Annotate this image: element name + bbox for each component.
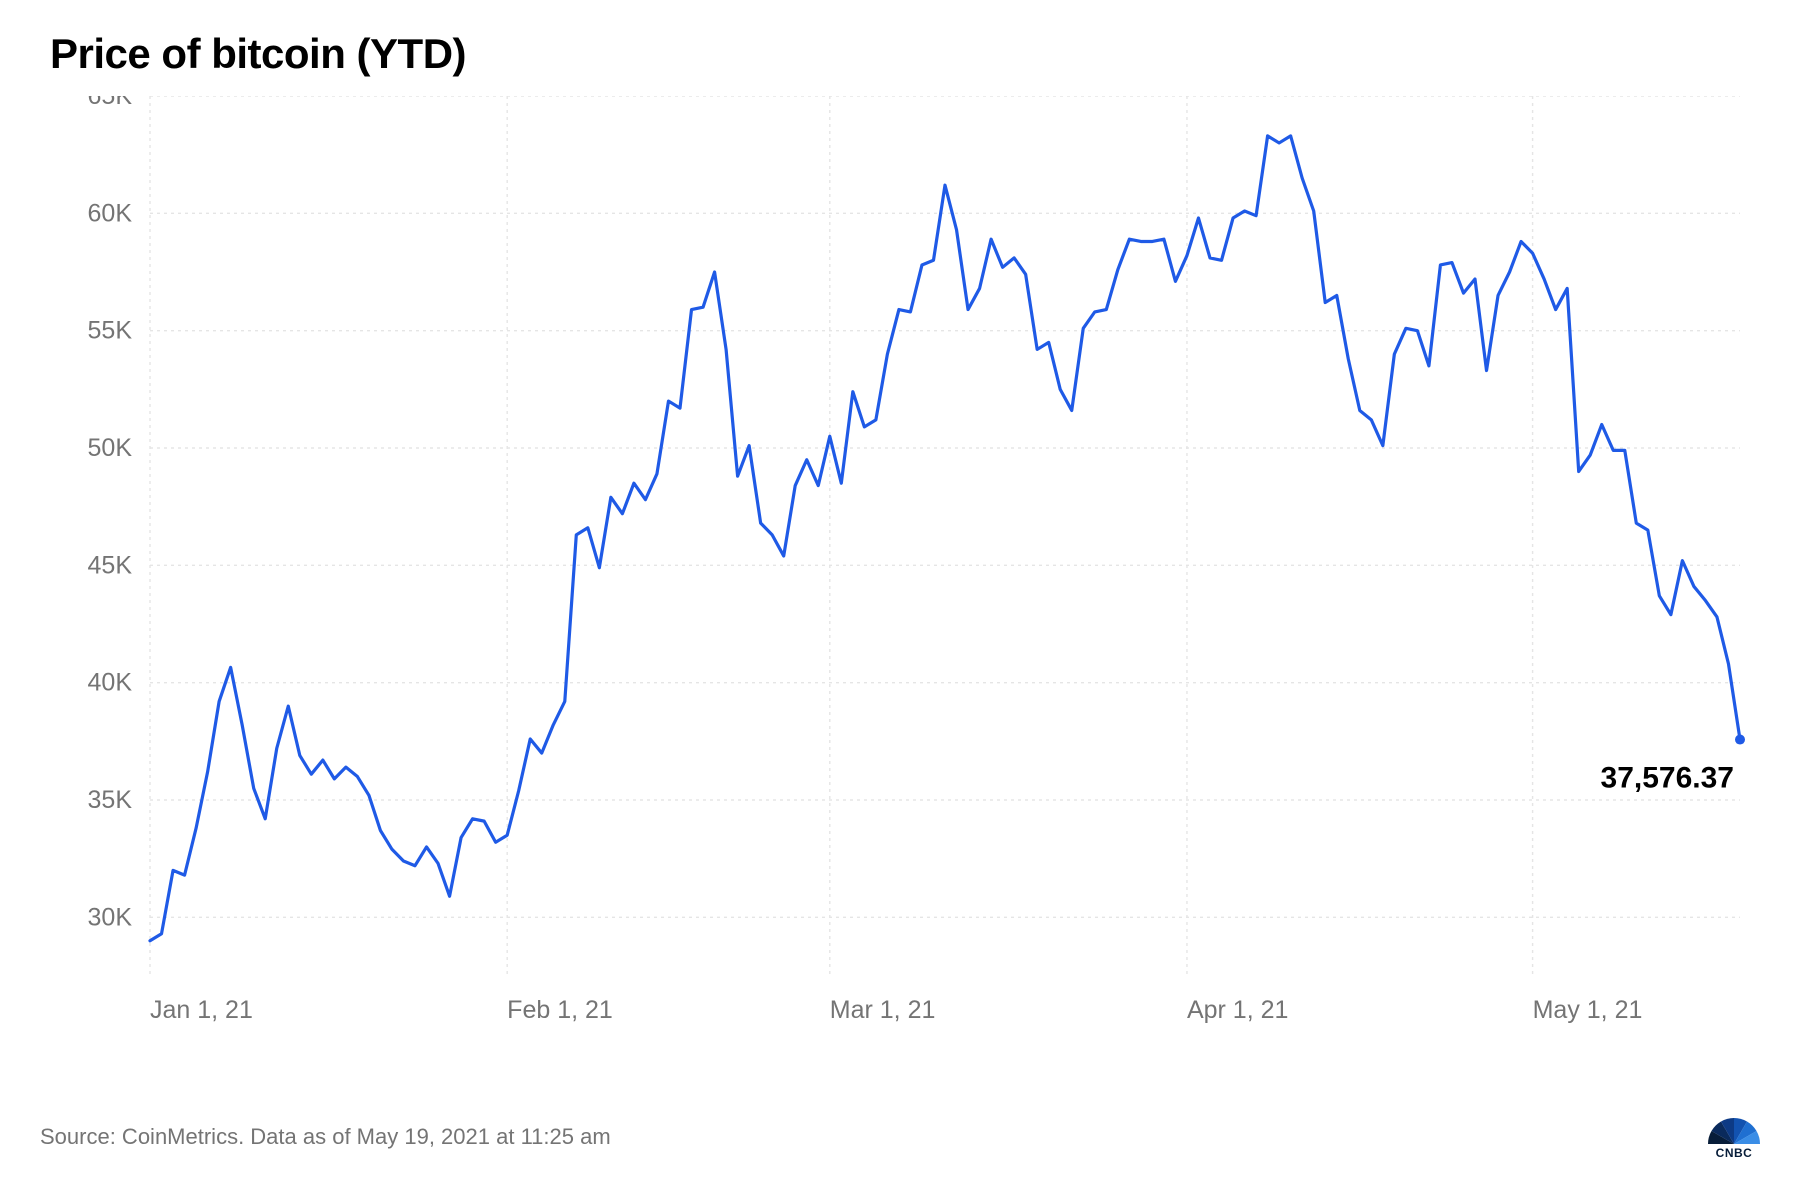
chart-area: 30K 35K 40K 45K 50K 55K 60K 65K Jan 1, 21 Feb 1, …	[40, 96, 1760, 1061]
line-chart-svg: 30K 35K 40K 45K 50K 55K 60K 65K Jan 1, 21 Feb 1, …	[40, 96, 1760, 1056]
y-tick-label: 55K	[88, 317, 133, 345]
x-tick-label: Mar 1, 21	[830, 996, 936, 1024]
y-tick-label: 50K	[88, 434, 133, 462]
x-tick-label: Apr 1, 21	[1187, 996, 1288, 1024]
endpoint-dot	[1735, 735, 1745, 745]
source-attribution: Source: CoinMetrics. Data as of May 19, …	[40, 1124, 611, 1150]
y-tick-label: 60K	[88, 199, 133, 227]
y-tick-label: 35K	[88, 786, 133, 814]
chart-title: Price of bitcoin (YTD)	[50, 30, 1760, 78]
y-tick-label: 65K	[88, 96, 133, 110]
x-tick-label: Feb 1, 21	[507, 996, 613, 1024]
cnbc-logo: CNBC	[1708, 1114, 1760, 1160]
price-line	[150, 136, 1740, 941]
y-tick-label: 30K	[88, 903, 133, 931]
y-tick-label: 40K	[88, 669, 133, 697]
endpoint-label: 37,576.37	[1601, 762, 1734, 795]
x-tick-label: May 1, 21	[1533, 996, 1643, 1024]
cnbc-peacock-icon	[1708, 1114, 1760, 1144]
x-tick-label: Jan 1, 21	[150, 996, 253, 1024]
y-tick-label: 45K	[88, 551, 133, 579]
cnbc-logo-text: CNBC	[1716, 1146, 1753, 1160]
